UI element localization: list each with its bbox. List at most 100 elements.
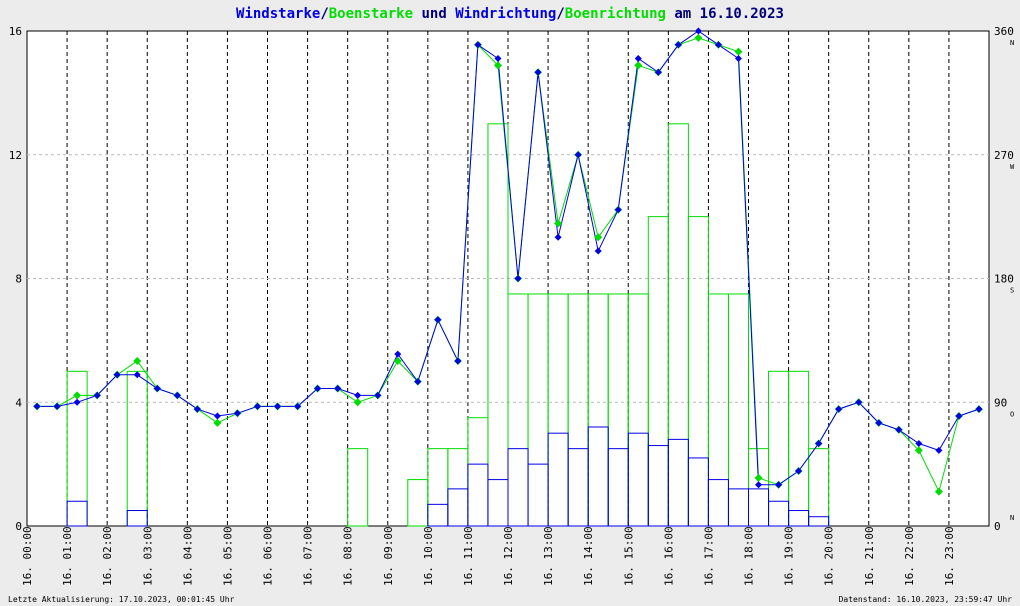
- wind-direction-point: [173, 391, 181, 399]
- y2-direction-label: N: [1010, 39, 1014, 47]
- wind-direction-point: [955, 412, 963, 420]
- title-windstarke: Windstarke: [236, 6, 320, 22]
- wind-direction-point: [213, 412, 221, 420]
- y-tick-label: 8: [15, 273, 22, 286]
- x-tick-label: 16. 14:00: [582, 526, 595, 586]
- wind-direction-point: [414, 378, 422, 386]
- wind-direction-point: [614, 206, 622, 214]
- y-tick-label: 12: [9, 149, 22, 162]
- y-tick-label: 0: [15, 520, 22, 533]
- wind-direction-point: [634, 55, 642, 62]
- x-tick-label: 16. 08:00: [342, 526, 355, 586]
- wind-direction-point: [554, 233, 562, 241]
- footer-last-update: Letzte Aktualisierung: 17.10.2023, 00:01…: [8, 595, 235, 604]
- title-und: und: [413, 6, 455, 22]
- chart-title: Windstarke/Boenstarke und Windrichtung/B…: [236, 6, 784, 22]
- x-tick-label: 16. 21:00: [863, 526, 876, 586]
- x-tick-label: 16. 10:00: [422, 526, 435, 586]
- y2-direction-label: S: [1010, 287, 1014, 295]
- y2-tick-label: 0: [994, 520, 1001, 533]
- wind-direction-point: [694, 27, 702, 35]
- wind-direction-point: [734, 55, 742, 62]
- y2-direction-label: O: [1010, 410, 1014, 418]
- gust-direction-point: [914, 446, 923, 455]
- x-tick-label: 16. 09:00: [382, 526, 395, 586]
- wind-bar: [126, 510, 148, 527]
- wind-direction-point: [354, 391, 362, 399]
- wind-direction-point: [855, 398, 863, 406]
- x-tick-label: 16. 17:00: [702, 526, 715, 586]
- x-tick-label: 16. 00:00: [21, 526, 34, 586]
- wind-direction-point: [514, 275, 522, 282]
- series-lines: [37, 30, 980, 494]
- wind-direction-point: [534, 68, 542, 76]
- gust-direction-point: [213, 418, 222, 427]
- direction-markers: [33, 27, 983, 496]
- wind-direction-point: [895, 426, 903, 434]
- title-windrichtung: Windrichtung: [455, 6, 556, 22]
- y2-tick-label: 360: [994, 25, 1014, 38]
- wind-direction-point: [574, 151, 582, 159]
- title-date: am 16.10.2023: [666, 6, 784, 22]
- gust-direction-point: [353, 398, 362, 407]
- gust-direction-point: [754, 473, 763, 482]
- gust-direction-point: [694, 33, 703, 42]
- wind-direction-point: [775, 481, 783, 489]
- gust-direction-point: [133, 357, 142, 365]
- x-tick-label: 16. 15:00: [622, 526, 635, 586]
- gust-direction-point: [594, 233, 603, 242]
- wind-direction-point: [654, 68, 662, 76]
- wind-direction-point: [133, 371, 141, 379]
- x-tick-label: 16. 07:00: [302, 526, 315, 586]
- wind-direction-point: [153, 385, 161, 392]
- y-tick-label: 16: [9, 25, 22, 38]
- gust-strength-bars: [66, 123, 830, 527]
- wind-direction-point: [714, 41, 722, 49]
- wind-direction-point: [314, 385, 322, 392]
- wind-direction-point: [454, 357, 462, 365]
- title-separator-1: /: [320, 6, 328, 22]
- wind-direction-point: [193, 405, 201, 413]
- wind-bar: [808, 516, 830, 527]
- wind-direction-point: [975, 405, 983, 413]
- wind-direction-point: [374, 391, 382, 399]
- wind-direction-point: [875, 419, 883, 427]
- wind-direction-point: [474, 41, 482, 49]
- x-tick-label: 16. 16:00: [662, 526, 675, 586]
- wind-direction-point: [434, 316, 442, 324]
- x-tick-label: 16. 02:00: [101, 526, 114, 586]
- wind-direction-point: [274, 402, 282, 410]
- wind-bar: [66, 500, 88, 527]
- wind-direction-point: [53, 402, 61, 410]
- wind-direction-point: [113, 371, 121, 379]
- x-tick-label: 16. 04:00: [181, 526, 194, 586]
- y2-tick-label: 270: [994, 149, 1014, 162]
- title-boenrichtung: Boenrichtung: [565, 6, 666, 22]
- y2-direction-label: W: [1010, 163, 1015, 171]
- wind-direction-point: [294, 402, 302, 410]
- wind-direction-point: [253, 402, 261, 410]
- y2-direction-label: N: [1010, 514, 1014, 522]
- wind-direction-point: [795, 467, 803, 475]
- wind-direction-point: [233, 409, 241, 417]
- x-tick-label: 16. 20:00: [823, 526, 836, 586]
- gust-direction-point: [934, 487, 943, 496]
- wind-direction-point: [33, 402, 41, 410]
- wind-direction-point: [394, 350, 402, 358]
- y-tick-label: 4: [15, 396, 22, 409]
- wind-direction-point: [915, 440, 923, 447]
- gust-direction-point: [393, 357, 402, 365]
- gust-direction-point: [554, 219, 563, 228]
- wind-direction-point: [334, 385, 342, 392]
- wind-direction-point: [93, 391, 101, 399]
- axis-labels: 16. 00:00 16. 01:00 16. 02:00 16. 03:00 16. …: [9, 25, 1015, 586]
- wind-direction-point: [73, 398, 81, 406]
- x-tick-label: 16. 05:00: [221, 526, 234, 586]
- gust-direction-point: [634, 61, 643, 70]
- wind-direction-point: [815, 440, 823, 447]
- gust-direction-point: [73, 391, 82, 400]
- gust-direction-point: [493, 61, 502, 70]
- x-tick-label: 16. 11:00: [462, 526, 475, 586]
- x-tick-label: 16. 03:00: [141, 526, 154, 586]
- x-tick-label: 16. 06:00: [262, 526, 275, 586]
